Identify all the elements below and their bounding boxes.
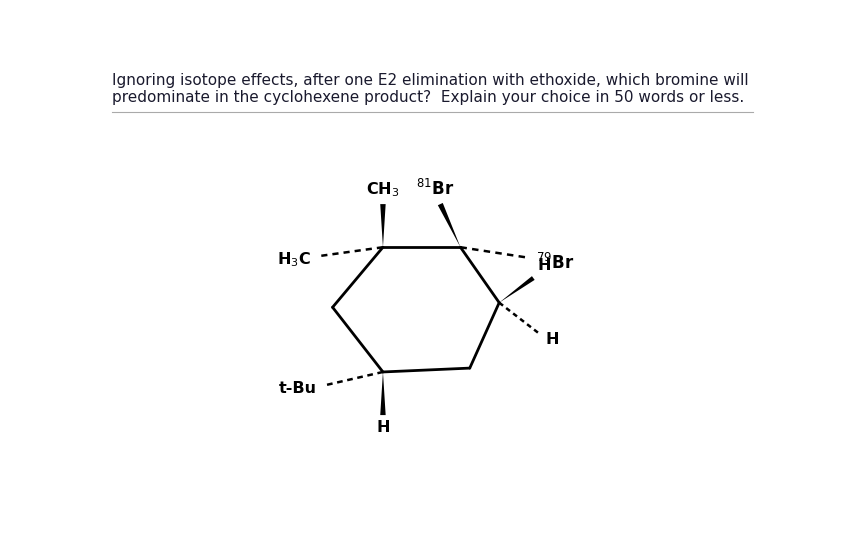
- Polygon shape: [438, 203, 461, 247]
- Polygon shape: [381, 204, 386, 247]
- Text: H: H: [546, 332, 560, 347]
- Text: t-Bu: t-Bu: [279, 382, 316, 397]
- Text: H: H: [376, 419, 390, 435]
- Text: H: H: [538, 259, 551, 273]
- Text: $^{79}$Br: $^{79}$Br: [536, 253, 574, 273]
- Polygon shape: [381, 372, 386, 415]
- Text: CH$_3$: CH$_3$: [366, 181, 400, 199]
- Text: Ignoring isotope effects, after one E2 elimination with ethoxide, which bromine : Ignoring isotope effects, after one E2 e…: [111, 73, 749, 88]
- Polygon shape: [499, 276, 534, 303]
- Text: predominate in the cyclohexene product?  Explain your choice in 50 words or less: predominate in the cyclohexene product? …: [111, 90, 744, 105]
- Text: $^{81}$Br: $^{81}$Br: [416, 179, 454, 199]
- Text: H$_3$C: H$_3$C: [277, 250, 311, 269]
